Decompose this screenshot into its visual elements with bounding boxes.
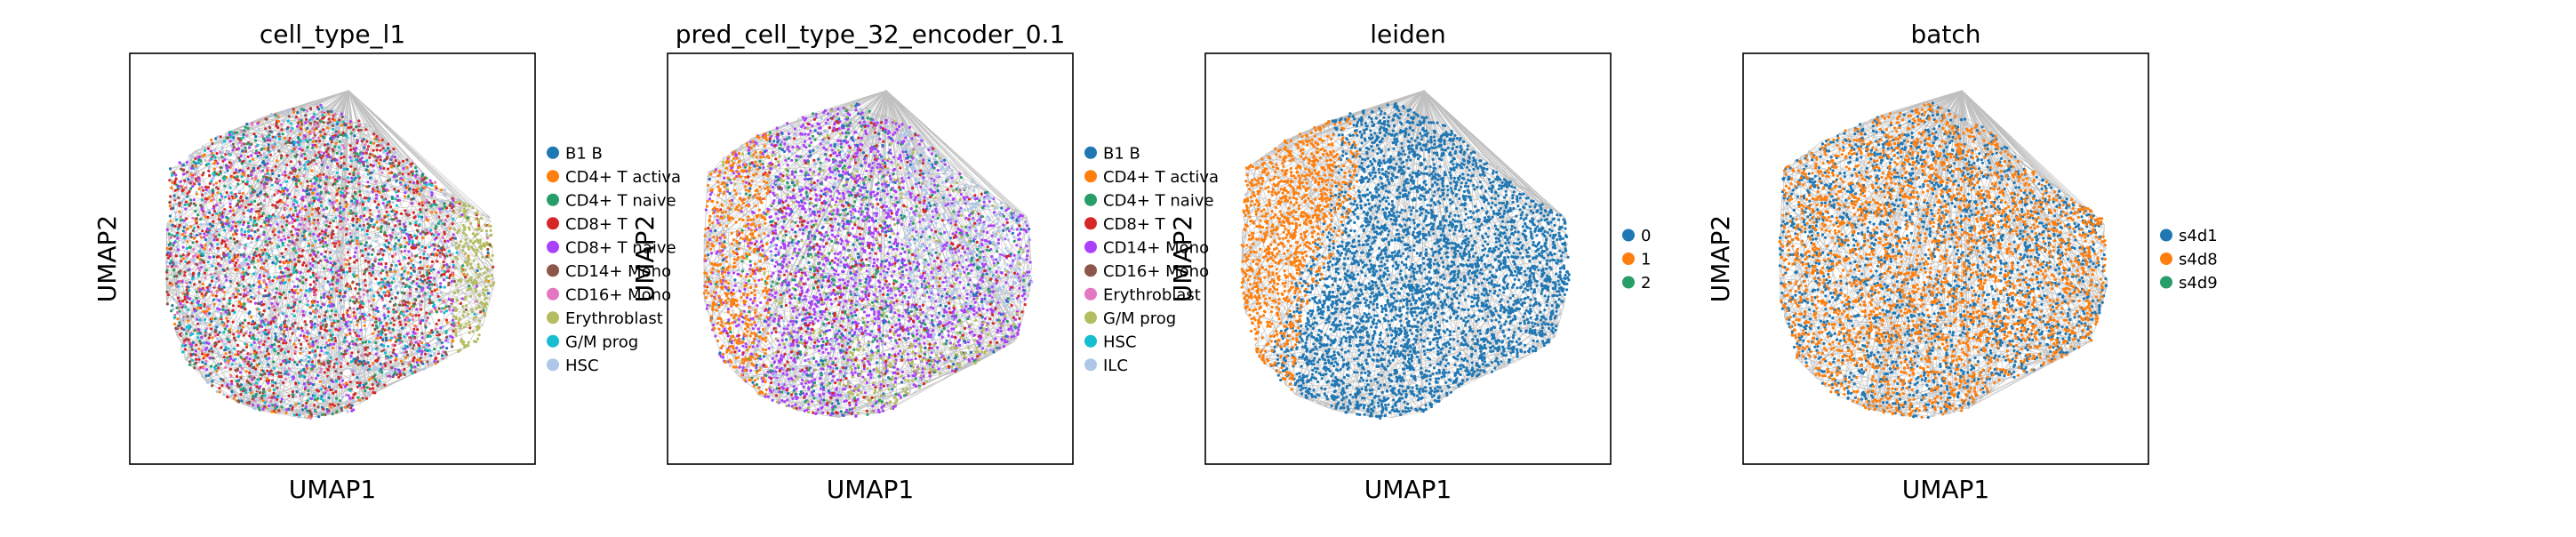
point-group	[165, 108, 492, 416]
legend-marker	[547, 146, 559, 159]
legend-label: 2	[1641, 274, 1651, 293]
legend-marker	[2160, 252, 2172, 265]
legend-marker	[1084, 334, 1097, 348]
point-group	[1778, 102, 2108, 419]
legend-label: ILC	[1103, 357, 1128, 375]
legend-label: G/M prog	[565, 333, 638, 351]
umap-panel-2: pred_cell_type_32_encoder_0.1UMAP1UMAP2B…	[630, 20, 1219, 504]
legend-marker	[547, 217, 559, 230]
y-axis-label: UMAP2	[630, 215, 660, 303]
panel-title: batch	[1910, 20, 1980, 49]
legend-marker	[547, 170, 559, 183]
legend-marker	[1084, 287, 1097, 301]
legend-label: Erythroblast	[1103, 285, 1201, 304]
legend-label: CD4+ T activa	[565, 168, 681, 187]
axes-frame	[129, 52, 536, 465]
legend: s4d1 s4d8 s4d9	[2160, 227, 2218, 293]
x-axis-label: UMAP1	[1364, 475, 1452, 504]
legend: B1 B CD4+ T activa CD4+ T naive CD8+ T CD8+ …	[547, 144, 681, 375]
legend-label: B1 B	[1103, 144, 1140, 163]
axes-frame	[1742, 52, 2149, 465]
axes-frame	[1204, 52, 1612, 465]
point-group	[1240, 117, 1359, 391]
legend-marker	[1622, 276, 1635, 289]
legend-marker	[1622, 228, 1635, 242]
legend-marker	[547, 287, 559, 301]
panel-title: cell_type_l1	[260, 20, 405, 49]
x-axis-label: UMAP1	[827, 475, 915, 504]
axes-frame	[667, 52, 1074, 465]
legend-label: HSC	[565, 357, 599, 375]
legend-marker	[2160, 228, 2172, 242]
legend: 0 1 2	[1622, 227, 1651, 293]
legend-label: CD4+ T naive	[1103, 191, 1214, 210]
legend: B1 B CD4+ T activa CD4+ T naive CD8+ T CD14+…	[1084, 144, 1219, 375]
legend-label: CD14+ Mono	[565, 262, 671, 281]
legend-marker	[1084, 240, 1097, 253]
legend-label: HSC	[1103, 333, 1137, 351]
panel-title: pred_cell_type_32_encoder_0.1	[676, 20, 1066, 49]
legend-marker	[547, 358, 559, 372]
point-group	[166, 108, 490, 420]
legend-marker	[1084, 146, 1097, 159]
legend-marker	[1084, 311, 1097, 325]
legend-marker	[2160, 276, 2172, 289]
legend-label: s4d9	[2179, 274, 2218, 293]
point-group	[1269, 101, 1571, 420]
legend-marker	[547, 193, 559, 206]
legend-label: CD16+ Mono	[565, 285, 671, 304]
point-group	[702, 132, 771, 397]
legend-label: CD14+ Mono	[1103, 238, 1209, 257]
legend-label: CD4+ T naive	[565, 191, 676, 210]
y-axis-label: UMAP2	[1706, 215, 1735, 303]
scatter-points	[1778, 101, 2108, 420]
panel-title: leiden	[1370, 20, 1446, 49]
umap-panel-3: leiden UMAP1 UMAP2 0 1 2	[1168, 20, 1651, 504]
legend-label: CD4+ T activa	[1103, 168, 1219, 187]
scatter-points	[702, 102, 1034, 418]
legend-label: CD16+ Mono	[1103, 262, 1209, 281]
point-group	[165, 103, 478, 413]
legend-label: B1 B	[565, 144, 603, 163]
legend-marker	[547, 334, 559, 348]
scatter-points	[1240, 101, 1571, 420]
legend-marker	[1084, 170, 1097, 183]
scatter-points	[164, 103, 496, 420]
legend-label: G/M prog	[1103, 309, 1176, 328]
legend-label: CD8+ T naive	[565, 238, 676, 257]
legend-marker	[1084, 264, 1097, 277]
y-axis-label: UMAP2	[1168, 215, 1197, 303]
legend-marker	[547, 264, 559, 277]
legend-label: s4d1	[2179, 227, 2218, 245]
legend-label: 1	[1641, 251, 1651, 269]
legend-label: Erythroblast	[565, 309, 663, 328]
point-group	[452, 200, 496, 353]
legend-marker	[1622, 252, 1635, 265]
point-group	[169, 106, 476, 417]
legend-marker	[1084, 217, 1097, 230]
umap-panel-1: cell_type_l1 UMAP1 UMAP2 B1 B CD4+ T activa C…	[92, 20, 681, 504]
legend-label: s4d8	[2179, 251, 2218, 269]
legend-marker	[1084, 358, 1097, 372]
legend-marker	[1084, 193, 1097, 206]
x-axis-label: UMAP1	[1902, 475, 1990, 504]
legend-label: CD8+ T	[1103, 215, 1166, 234]
legend-label: CD8+ T	[565, 215, 628, 234]
umap-panel-4: batch UMAP1 UMAP2 s4d1 s4d8 s4d9	[1706, 20, 2218, 504]
y-axis-label: UMAP2	[92, 215, 122, 303]
legend-marker	[547, 240, 559, 253]
x-axis-label: UMAP1	[289, 475, 377, 504]
point-group	[707, 109, 1030, 416]
legend-marker	[547, 311, 559, 325]
legend-label: 0	[1641, 227, 1651, 245]
